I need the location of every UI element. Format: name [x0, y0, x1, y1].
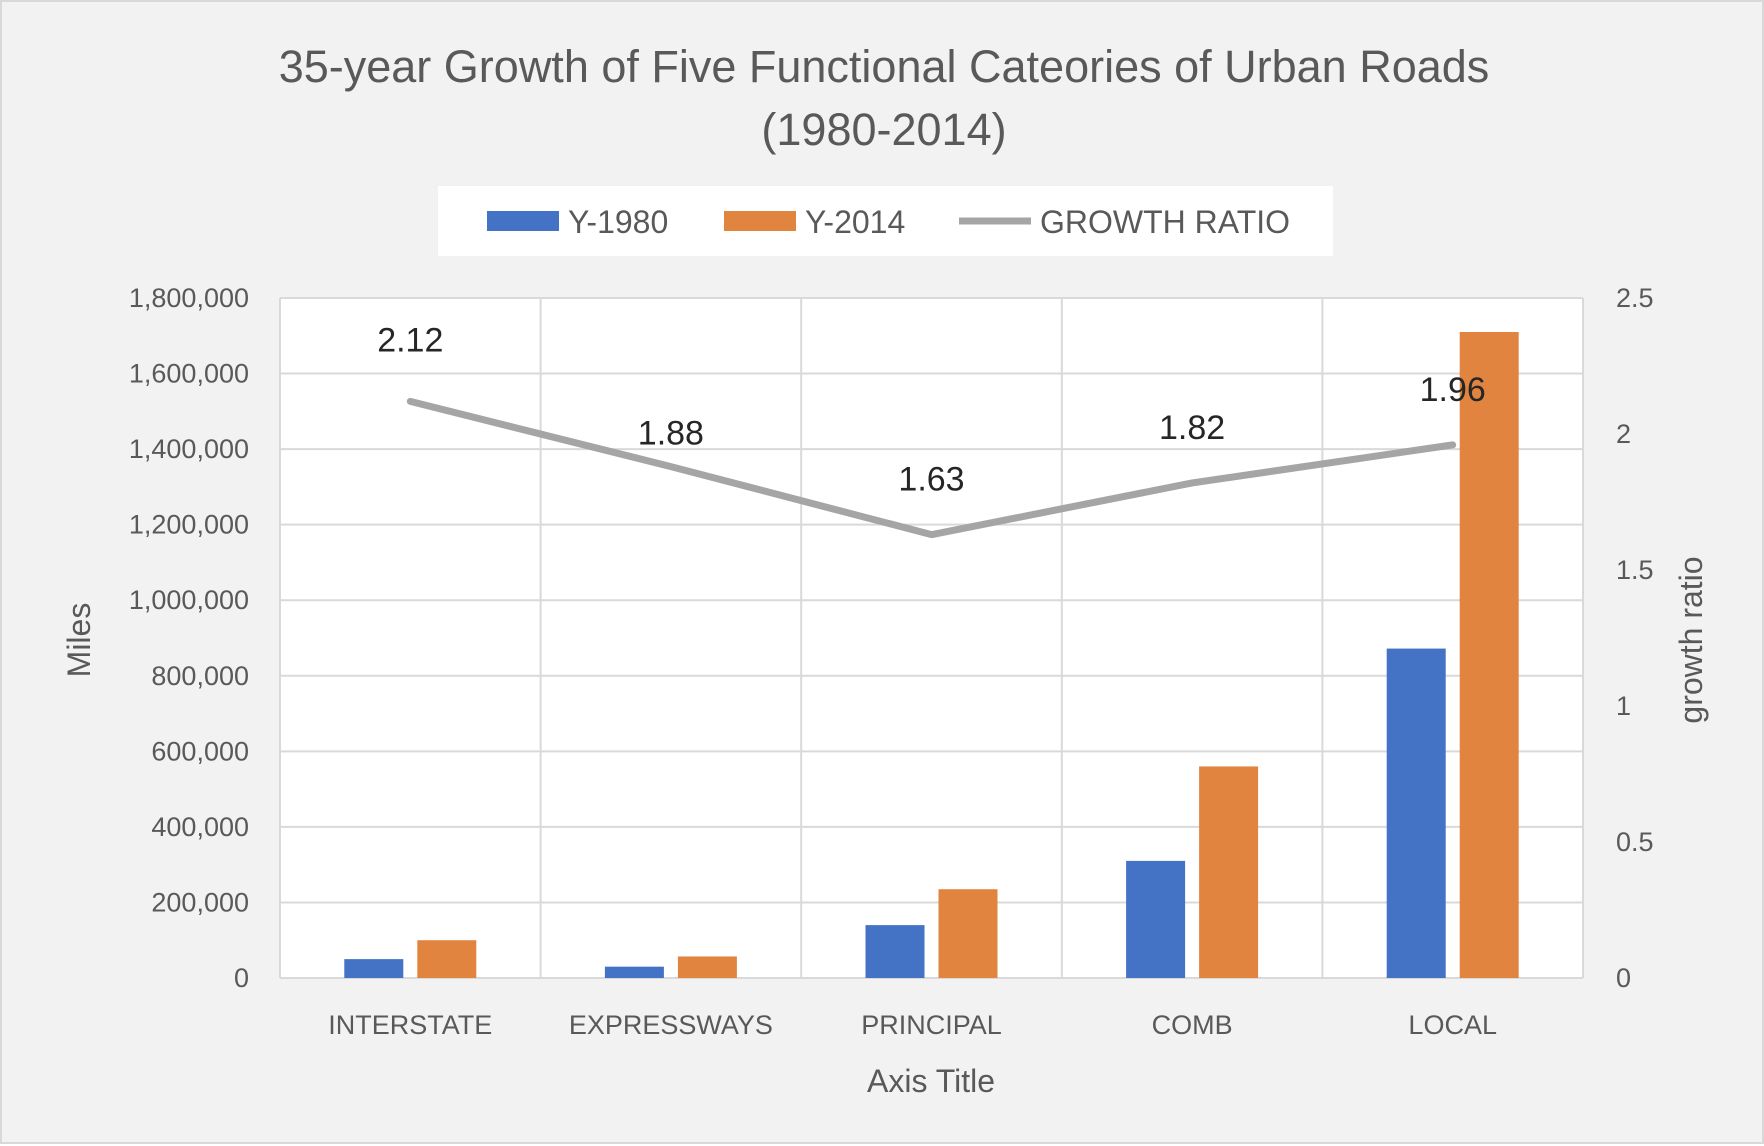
- data-label-growth-ratio: 1.82: [1159, 409, 1225, 447]
- bar-y1980-interstate: [344, 959, 404, 978]
- data-label-growth-ratio: 1.88: [638, 415, 704, 453]
- bar-y2014-interstate: [417, 940, 477, 978]
- y2-tick-label: 0.5: [1616, 827, 1654, 857]
- legend-label-y1980: Y-1980: [568, 204, 668, 240]
- x-category-label: COMB: [1152, 1010, 1233, 1040]
- y-tick-label: 1,000,000: [129, 585, 249, 615]
- y-axis-ticks: 0 200,000 400,000 600,000 800,000 1,000,000 1,…: [129, 283, 249, 993]
- legend-swatch-y2014: [724, 211, 796, 231]
- plot-area: [280, 298, 1583, 978]
- growth-ratio-line-layer: [406, 397, 1457, 539]
- data-label-growth-ratio: 1.96: [1420, 371, 1486, 409]
- bar-y2014-expressways: [677, 956, 737, 978]
- y2-axis-ticks: 0 0.5 1 1.5 2 2.5: [1616, 283, 1654, 993]
- legend-label-y2014: Y-2014: [805, 204, 905, 240]
- y2-tick-label: 0: [1616, 963, 1631, 993]
- gridlines: [279, 297, 1584, 979]
- y-tick-label: 1,400,000: [129, 434, 249, 464]
- bar-y1980-principal: [865, 925, 925, 978]
- bar-y2014-comb: [1199, 766, 1259, 978]
- y2-tick-label: 1: [1616, 691, 1631, 721]
- x-axis-title: Axis Title: [867, 1063, 995, 1099]
- chart-title: 35-year Growth of Five Functional Cateor…: [279, 41, 1490, 92]
- growth-ratio-line: [406, 397, 1457, 539]
- y2-tick-label: 2.5: [1616, 283, 1654, 313]
- y-tick-label: 1,200,000: [129, 510, 249, 540]
- legend-box: [438, 186, 1333, 256]
- y-tick-label: 400,000: [151, 812, 249, 842]
- y-tick-label: 1,800,000: [129, 283, 249, 313]
- legend-swatch-y1980: [487, 211, 559, 231]
- bars: [344, 332, 1519, 978]
- x-category-label: PRINCIPAL: [861, 1010, 1002, 1040]
- data-label-growth-ratio: 1.63: [898, 461, 964, 499]
- data-labels: 2.12 1.88 1.63 1.82 1.96: [377, 321, 1486, 498]
- bar-y1980-local: [1386, 648, 1446, 978]
- bar-y2014-local: [1459, 332, 1519, 978]
- legend-label-growth-ratio: GROWTH RATIO: [1040, 204, 1290, 240]
- legend: Y-1980 Y-2014 GROWTH RATIO: [438, 186, 1333, 256]
- x-category-label: EXPRESSWAYS: [569, 1010, 773, 1040]
- bar-y1980-comb: [1126, 860, 1186, 978]
- y-tick-label: 200,000: [151, 887, 249, 917]
- y-tick-label: 600,000: [151, 736, 249, 766]
- y2-tick-label: 1.5: [1616, 555, 1654, 585]
- y2-axis-title: growth ratio: [1673, 556, 1709, 723]
- y2-tick-label: 2: [1616, 419, 1631, 449]
- x-axis-categories: INTERSTATE EXPRESSWAYS PRINCIPAL COMB LOCAL: [328, 1010, 1497, 1040]
- y-tick-label: 1,600,000: [129, 359, 249, 389]
- bar-y1980-expressways: [604, 966, 664, 978]
- bar-y2014-principal: [938, 889, 998, 978]
- data-label-growth-ratio: 2.12: [377, 321, 443, 359]
- x-category-label: INTERSTATE: [328, 1010, 492, 1040]
- y-tick-label: 0: [234, 963, 249, 993]
- x-category-label: LOCAL: [1408, 1010, 1497, 1040]
- chart-subtitle: (1980-2014): [761, 104, 1006, 155]
- y-axis-title: Miles: [61, 603, 97, 678]
- y-tick-label: 800,000: [151, 661, 249, 691]
